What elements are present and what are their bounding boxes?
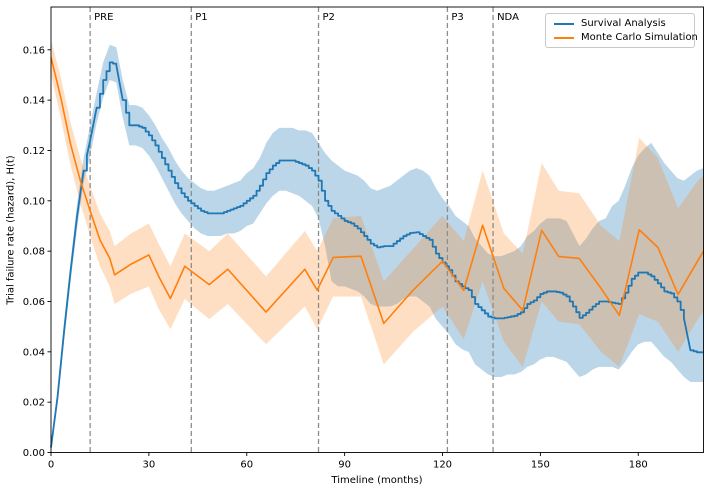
y-tick-label: 0.12 bbox=[23, 146, 45, 157]
monte-carlo-line bbox=[50, 57, 705, 325]
milestone-label-p3: P3 bbox=[451, 12, 463, 23]
y-axis-label: Trial failure rate (hazard), H(t) bbox=[5, 155, 17, 305]
y-tick-label: 0.00 bbox=[23, 448, 45, 459]
y-tick-label: 0.02 bbox=[23, 398, 45, 409]
y-tick-label: 0.08 bbox=[23, 247, 45, 258]
x-tick-label: 90 bbox=[338, 460, 351, 471]
legend-item-monte-carlo: Monte Carlo Simulation bbox=[554, 32, 698, 43]
y-tick-label: 0.06 bbox=[23, 297, 45, 308]
legend: Survival Analysis Monte Carlo Simulation bbox=[545, 13, 698, 48]
x-tick-label: 120 bbox=[433, 460, 452, 471]
y-tick-label: 0.16 bbox=[23, 45, 45, 56]
monte-carlo-line-swatch bbox=[554, 36, 574, 39]
x-tick-label: 60 bbox=[240, 460, 253, 471]
x-tick-label: 0 bbox=[48, 460, 54, 471]
milestone-label-pre: PRE bbox=[94, 12, 113, 23]
milestone-label-p1: P1 bbox=[195, 12, 207, 23]
x-tick-label: 30 bbox=[143, 460, 156, 471]
x-axis-label: Timeline (months) bbox=[331, 475, 423, 486]
y-tick-label: 0.10 bbox=[23, 196, 45, 207]
legend-item-survival-analysis: Survival Analysis bbox=[554, 18, 687, 29]
milestone-label-nda: NDA bbox=[497, 12, 519, 23]
legend-label-monte-carlo: Monte Carlo Simulation bbox=[581, 32, 698, 43]
milestone-label-p2: P2 bbox=[323, 12, 335, 23]
survival-analysis-line-swatch bbox=[554, 22, 574, 25]
y-tick-label: 0.04 bbox=[23, 347, 45, 358]
legend-label-survival-analysis: Survival Analysis bbox=[581, 18, 666, 29]
plot-frame bbox=[50, 6, 704, 453]
x-tick-label: 150 bbox=[531, 460, 550, 471]
monte-carlo-ci-band bbox=[51, 39, 704, 367]
survival-line bbox=[50, 61, 704, 448]
x-tick-label: 180 bbox=[629, 460, 648, 471]
y-tick-label: 0.14 bbox=[23, 96, 45, 107]
